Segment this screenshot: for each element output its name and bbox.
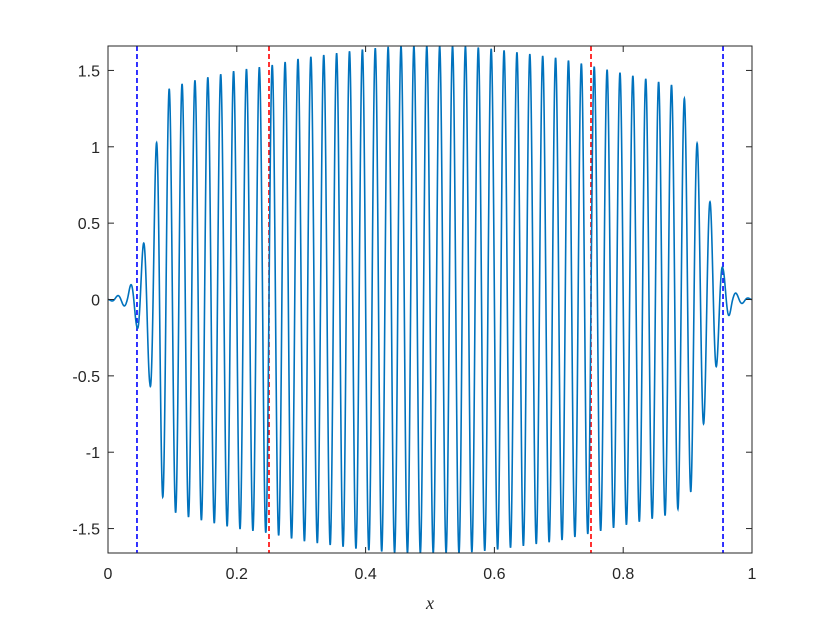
x-axis-label: x [425, 593, 434, 613]
y-tick-label: -1 [86, 445, 100, 462]
y-tick-label: 1 [91, 140, 100, 157]
x-tick-label: 0.4 [354, 566, 376, 583]
y-tick-label: -0.5 [72, 369, 100, 386]
x-tick-label: 0.8 [612, 566, 634, 583]
y-tick-label: 1.5 [78, 63, 100, 80]
y-tick-label: 0 [91, 293, 100, 310]
x-tick-label: 0.6 [483, 566, 505, 583]
x-tick-label: 1 [748, 566, 757, 583]
series-line-1 [108, 46, 752, 553]
y-tick-label: -1.5 [72, 522, 100, 539]
x-tick-label: 0.2 [226, 566, 248, 583]
x-tick-label: 0 [104, 566, 113, 583]
y-tick-label: 0.5 [78, 216, 100, 233]
